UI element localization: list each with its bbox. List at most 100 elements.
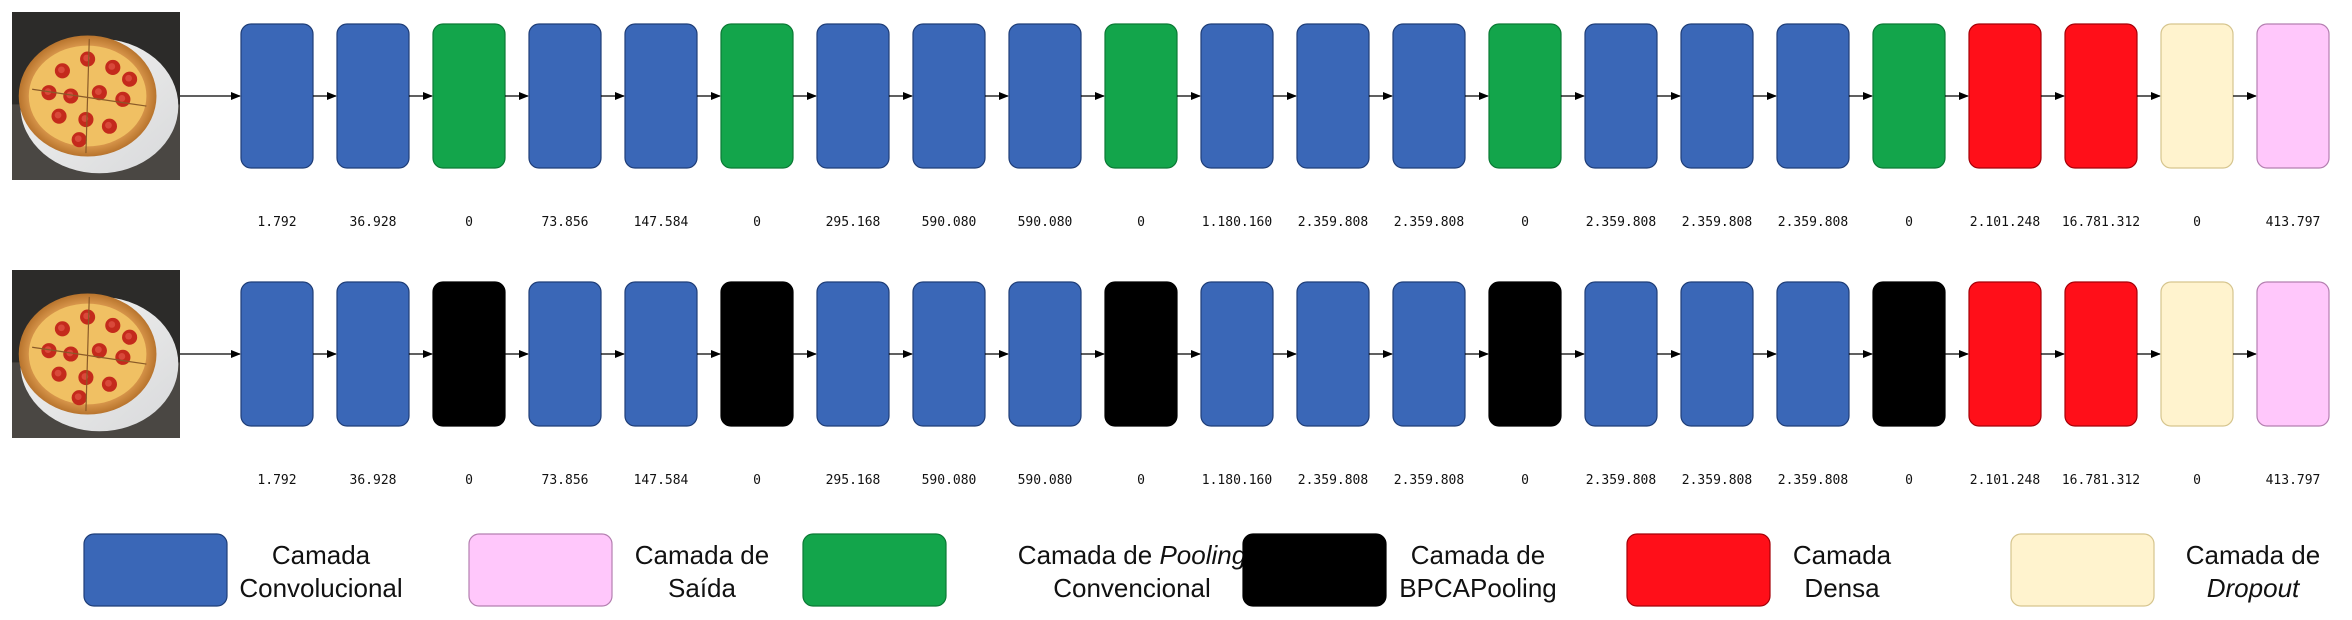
conv-layer [528,281,602,427]
pooling-layer [720,23,794,169]
legend-swatch [2010,533,2155,607]
param-count-label: 2.359.808 [1586,215,1656,230]
param-count-label: 2.359.808 [1586,473,1656,488]
param-count-label: 0 [465,215,473,230]
pooling-layer [1872,23,1946,169]
param-count-label: 0 [1137,215,1145,230]
conv-layer [1584,23,1658,169]
legend-label-part: Convolucional [239,573,402,603]
output-layer [2256,281,2330,427]
network-row-bpca-pooling: 1.792 36.928 0 73.856 147.584 0 295.168 590.080… [12,270,2330,488]
param-count-label: 0 [753,473,761,488]
param-count-label: 590.080 [1018,215,1073,230]
legend-label-part: Camada de [1018,540,1160,570]
param-count-label: 2.101.248 [1970,215,2040,230]
param-count-label: 590.080 [1018,473,1073,488]
conv-layer [1776,23,1850,169]
param-count-label: 2.359.808 [1778,473,1848,488]
param-count-label: 1.792 [257,473,296,488]
legend-swatch [802,533,947,607]
param-count-label: 295.168 [826,473,881,488]
legend-swatch [1242,533,1387,607]
dense-layer [1968,23,2042,169]
conv-layer [240,23,314,169]
conv-layer [816,23,890,169]
conv-layer [1296,23,1370,169]
conv-layer [1392,23,1466,169]
conv-layer [528,23,602,169]
conv-layer [240,281,314,427]
param-count-label: 1.180.160 [1202,215,1272,230]
legend-swatch [1626,533,1771,607]
legend-label-part: Densa [1804,573,1880,603]
param-count-label: 2.359.808 [1298,215,1368,230]
conv-layer [1200,23,1274,169]
param-count-label: 413.797 [2266,473,2321,488]
conv-layer [1392,281,1466,427]
param-count-label: 413.797 [2266,215,2321,230]
param-count-label: 2.359.808 [1298,473,1368,488]
conv-layer [1680,23,1754,169]
legend-label-part: Camada de [635,540,769,570]
network-row-conventional-pooling: 1.792 36.928 0 73.856 147.584 0 295.168 590.080… [12,12,2330,230]
legend-label: Camada de [1411,540,1545,570]
legend-label-part: BPCAPooling [1399,573,1557,603]
param-count-label: 2.359.808 [1394,473,1464,488]
conv-layer [1584,281,1658,427]
legend-label-part: Camada [272,540,371,570]
param-count-label: 0 [2193,473,2201,488]
legend-label-part: Camada [1793,540,1892,570]
bpca-pooling-layer [432,281,506,427]
param-count-label: 36.928 [350,215,397,230]
bpca-pooling-layer [1104,281,1178,427]
param-count-label: 0 [753,215,761,230]
conv-layer [912,23,986,169]
conv-layer [336,281,410,427]
param-count-label: 295.168 [826,215,881,230]
legend-label: Camada [272,540,371,570]
conv-layer [1008,23,1082,169]
param-count-label: 2.101.248 [1970,473,2040,488]
param-count-label: 590.080 [922,215,977,230]
conv-layer [336,23,410,169]
legend-label: Convolucional [239,573,402,603]
legend-label: BPCAPooling [1399,573,1557,603]
legend-label: Saída [668,573,736,603]
param-count-label: 16.781.312 [2062,215,2140,230]
legend-swatch [83,533,228,607]
param-count-label: 16.781.312 [2062,473,2140,488]
conv-layer [1776,281,1850,427]
legend-swatch [468,533,613,607]
dense-layer [2064,281,2138,427]
conv-layer [1200,281,1274,427]
conv-layer [1008,281,1082,427]
param-count-label: 1.792 [257,215,296,230]
param-count-label: 36.928 [350,473,397,488]
legend-label: Dropout [2207,573,2301,603]
param-count-label: 0 [465,473,473,488]
param-count-label: 2.359.808 [1778,215,1848,230]
bpca-pooling-layer [1488,281,1562,427]
bpca-pooling-layer [1872,281,1946,427]
legend-label: Camada de Pooling [1018,540,1247,570]
param-count-label: 0 [2193,215,2201,230]
pooling-layer [432,23,506,169]
legend-label-part: Camada de [1411,540,1545,570]
param-count-label: 2.359.808 [1682,473,1752,488]
param-count-label: 73.856 [542,473,589,488]
output-layer [2256,23,2330,169]
legend-label-part: Pooling [1159,540,1246,570]
conv-layer [624,23,698,169]
legend-label: Convencional [1053,573,1211,603]
param-count-label: 2.359.808 [1394,215,1464,230]
param-count-label: 2.359.808 [1682,215,1752,230]
pizza-image [12,270,180,438]
conv-layer [1296,281,1370,427]
conv-layer [816,281,890,427]
